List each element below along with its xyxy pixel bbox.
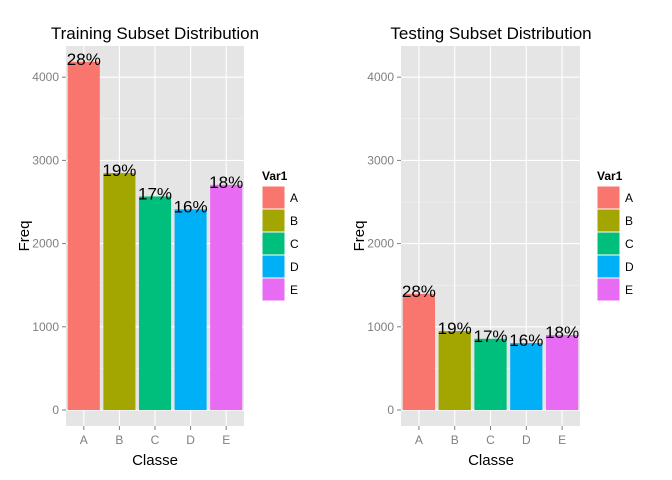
- chart-title: Testing Subset Distribution: [390, 24, 591, 43]
- y-tick-label: 2000: [32, 237, 59, 251]
- x-axis-title: Classe: [468, 452, 514, 469]
- y-tick-label: 0: [387, 403, 394, 417]
- y-tick-label: 3000: [32, 153, 59, 167]
- bar-labels: 28%19%17%16%18%: [402, 282, 579, 350]
- bar-b: [438, 331, 471, 410]
- bar-data-label: 17%: [138, 184, 172, 203]
- legend-swatch-b: [262, 209, 285, 232]
- x-tick-label: D: [522, 433, 531, 447]
- bar-d: [174, 209, 207, 410]
- legend-swatch-e: [262, 278, 285, 301]
- y-tick-label: 4000: [32, 70, 59, 84]
- x-tick-label: E: [558, 433, 566, 447]
- bar-b: [103, 173, 136, 410]
- bar-data-label: 19%: [102, 161, 136, 180]
- bar-d: [510, 343, 543, 410]
- bar-e: [210, 184, 243, 410]
- y-tick-label: 0: [52, 403, 59, 417]
- bar-data-label: 28%: [67, 50, 101, 69]
- legend-swatch-c: [597, 232, 620, 255]
- bar-data-label: 28%: [402, 282, 436, 301]
- x-axis-ticks: A B C D E: [415, 426, 566, 447]
- x-tick-label: A: [415, 433, 423, 447]
- legend-label: B: [625, 214, 633, 228]
- bars: [67, 61, 243, 411]
- legend-label: C: [290, 237, 299, 251]
- bars: [402, 293, 579, 410]
- legend-swatch-d: [597, 255, 620, 278]
- legend-label: D: [290, 260, 299, 274]
- x-axis-ticks: A B C D E: [80, 426, 230, 447]
- legend-label: B: [290, 214, 298, 228]
- x-tick-label: D: [186, 433, 195, 447]
- y-axis-ticks: 0 1000 2000 3000 4000: [32, 70, 66, 417]
- y-axis-title: Freq: [351, 221, 368, 252]
- legend-label: A: [290, 191, 298, 205]
- y-tick-label: 3000: [367, 153, 394, 167]
- x-tick-label: E: [222, 433, 230, 447]
- bar-labels: 28% 19%17%16%18%: [67, 50, 243, 217]
- chart-title: Training Subset Distribution: [51, 24, 259, 43]
- y-tick-label: 1000: [32, 320, 59, 334]
- bar-data-label: 18%: [209, 173, 243, 192]
- legend-label: A: [625, 191, 633, 205]
- bar-data-label: 17%: [473, 327, 507, 346]
- legend-label: C: [625, 237, 634, 251]
- legend-title: Var1: [262, 169, 288, 183]
- training-chart: Training Subset Distribution 28% 19%17%16…: [16, 24, 299, 469]
- bar-c: [138, 196, 172, 410]
- legend-label: E: [290, 283, 298, 297]
- y-tick-label: 2000: [367, 237, 394, 251]
- y-axis-ticks: 0 1000 2000 3000 4000: [367, 70, 401, 417]
- y-axis-title: Freq: [16, 221, 33, 252]
- y-tick-label: 1000: [367, 320, 394, 334]
- legend-swatch-e: [597, 278, 620, 301]
- legend-swatch-a: [262, 186, 285, 209]
- legend-swatch-d: [262, 255, 285, 278]
- testing-chart: Testing Subset Distribution 28%19% 17% 16%…: [351, 24, 634, 469]
- x-axis-title: Classe: [132, 452, 178, 469]
- x-tick-label: B: [451, 433, 459, 447]
- legend-label: D: [625, 260, 634, 274]
- x-tick-label: B: [115, 433, 123, 447]
- legend-swatch-b: [597, 209, 620, 232]
- bar-a: [67, 61, 100, 411]
- bar-data-label: 18%: [545, 323, 579, 342]
- legend-swatch-a: [597, 186, 620, 209]
- legend-label: E: [625, 283, 633, 297]
- bar-c: [474, 338, 507, 410]
- bar-data-label: 16%: [509, 331, 543, 350]
- legend-swatch-c: [262, 232, 285, 255]
- bar-data-label: 16%: [174, 197, 208, 216]
- x-tick-label: A: [80, 433, 88, 447]
- bar-e: [545, 335, 579, 410]
- legend-title: Var1: [597, 169, 623, 183]
- bar-a: [402, 293, 436, 410]
- x-tick-label: C: [486, 433, 495, 447]
- x-tick-label: C: [151, 433, 160, 447]
- y-tick-label: 4000: [367, 70, 394, 84]
- bar-data-label: 19%: [438, 319, 472, 338]
